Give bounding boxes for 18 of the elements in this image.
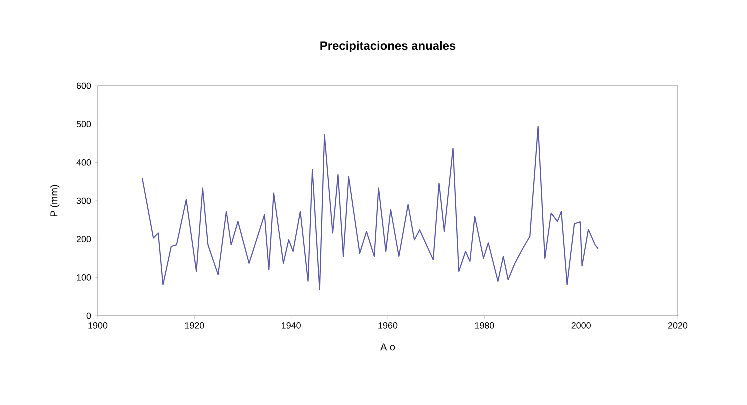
line-series [142, 126, 599, 290]
y-axis-title: P (mm) [50, 185, 60, 217]
y-tick-label: 500 [76, 121, 92, 128]
y-tick-label: 600 [76, 82, 92, 90]
x-tick-label: 1940 [282, 322, 301, 329]
x-tick-label: 2000 [572, 322, 591, 329]
x-axis-title: A o [380, 344, 396, 351]
y-tick-label: 200 [76, 236, 92, 243]
x-tick-label: 1920 [185, 322, 204, 329]
x-tick-label: 1980 [475, 322, 494, 329]
chart-title: Precipitaciones anuales [320, 41, 456, 53]
y-tick-label: 300 [76, 198, 92, 204]
y-tick-label: 400 [76, 159, 92, 166]
x-tick-label: 1900 [88, 322, 108, 329]
x-tick-label: 2020 [668, 322, 688, 329]
y-tick-label: 100 [77, 274, 92, 281]
x-tick-label: 1960 [378, 322, 398, 329]
y-tick-label: 0 [86, 312, 92, 320]
